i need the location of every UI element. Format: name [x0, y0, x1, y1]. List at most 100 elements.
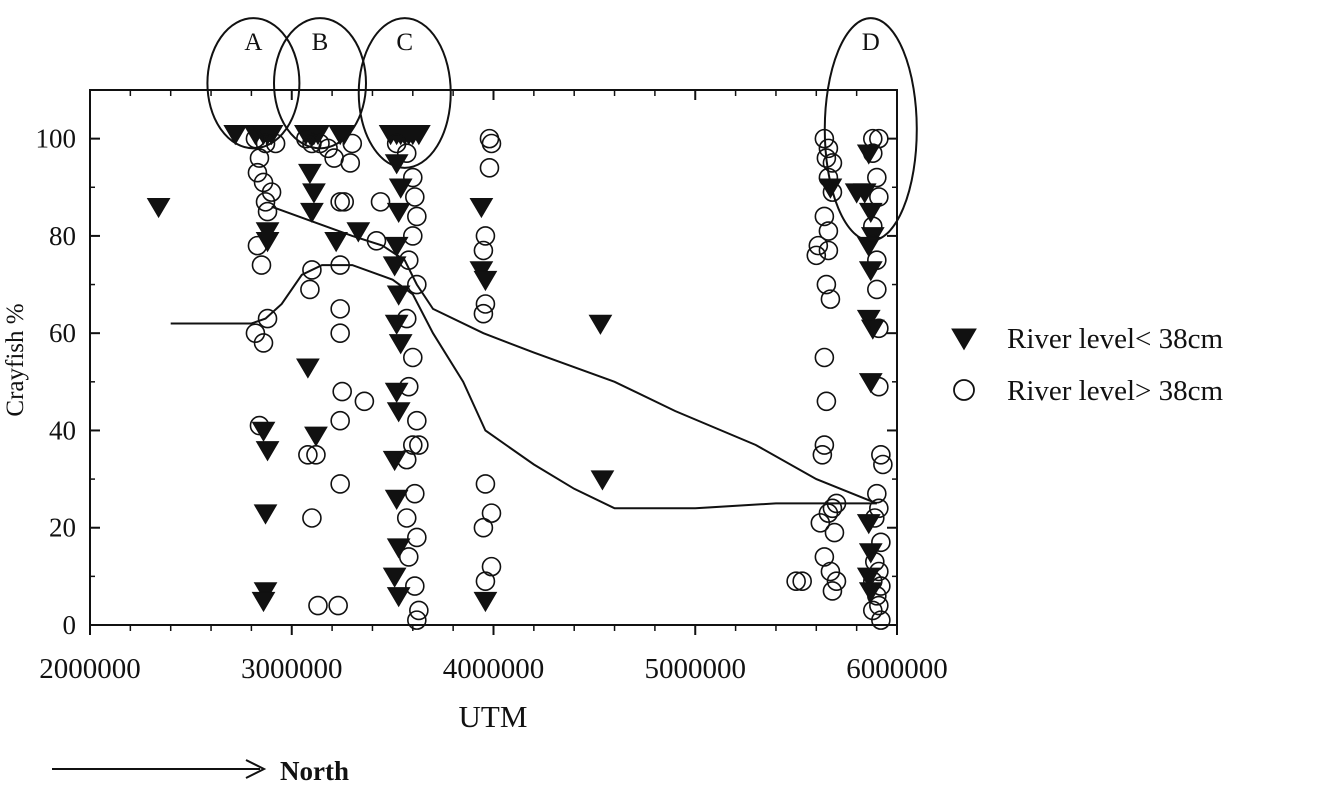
data-point-circle [396, 143, 417, 164]
data-point-triangle [386, 402, 411, 423]
data-point-circle [398, 250, 419, 271]
data-point-circle [475, 474, 496, 494]
data-point-circle [308, 595, 328, 616]
data-point-circle [871, 576, 891, 596]
data-point-circle [330, 192, 350, 212]
data-point-circle [818, 138, 839, 159]
data-point-circle [370, 192, 391, 212]
y-tick-label: 20 [49, 513, 76, 543]
data-point-triangle [346, 222, 371, 243]
data-point-circle [253, 333, 274, 353]
plot-area-border [89, 89, 898, 626]
data-point-triangle [386, 587, 411, 608]
data-point-circle [330, 323, 350, 343]
data-point-triangle [384, 382, 409, 403]
north-direction: North [52, 756, 349, 786]
data-point-circle [405, 576, 425, 596]
data-point-circle [806, 245, 827, 266]
group-ellipse [357, 17, 452, 169]
data-point-circle [402, 347, 423, 368]
data-point-circle [302, 260, 322, 280]
data-point-triangle [473, 591, 498, 613]
data-point-triangle [251, 591, 276, 613]
y-tick-label: 80 [49, 221, 76, 251]
data-point-circle [869, 498, 889, 519]
data-point-circle [249, 148, 270, 168]
data-point-circle [826, 493, 847, 514]
data-point-circle [822, 153, 843, 173]
y-axis-label: Crayfish % [2, 303, 29, 416]
data-point-circle [867, 279, 887, 300]
data-point-circle [407, 206, 427, 227]
data-point-circle [822, 498, 843, 519]
data-point-circle [398, 547, 419, 567]
data-point-circle [865, 508, 885, 528]
y-tick-label: 0 [63, 610, 77, 640]
data-point-triangle [255, 232, 280, 253]
data-point-triangle [386, 285, 411, 306]
data-point-circle [822, 581, 843, 601]
data-point-circle [334, 192, 355, 212]
data-point-triangle [382, 450, 407, 472]
data-point-circle [330, 255, 350, 275]
data-point-triangle [302, 183, 326, 204]
data-point-circle [302, 508, 322, 528]
group-label: C [396, 29, 413, 56]
data-point-circle [398, 376, 419, 397]
series-group [245, 128, 893, 630]
north-label: North [280, 756, 349, 786]
data-point-circle [261, 182, 282, 202]
data-point-circle [816, 391, 837, 412]
data-point-triangle [388, 178, 413, 199]
data-point-circle [328, 595, 348, 616]
data-point-circle [247, 162, 268, 183]
data-point-triangle [384, 314, 409, 335]
data-point-triangle [858, 261, 883, 282]
data-point-triangle [255, 441, 280, 462]
data-point-circle [475, 294, 496, 314]
trend-lines-layer [170, 205, 878, 510]
data-point-circle [826, 571, 847, 592]
data-point-triangle [588, 314, 613, 335]
x-tick-label: 4000000 [443, 653, 545, 685]
data-point-triangle [251, 421, 276, 442]
data-point-circle [402, 226, 423, 246]
data-point-triangle [300, 202, 324, 224]
data-point-circle [816, 274, 837, 295]
group-label: A [244, 29, 262, 56]
data-point-triangle [386, 202, 411, 224]
y-tick-label: 100 [36, 124, 77, 154]
data-point-circle [871, 532, 891, 553]
data-point-circle [366, 230, 387, 251]
data-point-circle [407, 527, 427, 548]
data-point-circle [865, 551, 885, 572]
legend-label: River level> 38cm [1007, 375, 1224, 407]
data-point-circle [407, 274, 427, 295]
data-point-circle [354, 391, 375, 412]
data-point-circle [820, 561, 841, 582]
data-point-triangle [473, 270, 498, 292]
data-point-circle [405, 483, 425, 504]
data-point-circle [475, 571, 496, 592]
data-point-circle [818, 221, 839, 241]
data-point-circle [824, 522, 845, 543]
data-point-circle [257, 308, 278, 329]
data-point-circle [255, 192, 276, 212]
data-point-triangle [253, 504, 278, 525]
data-point-triangle [384, 489, 409, 510]
x-tick-label: 2000000 [39, 653, 141, 685]
x-axis-label: UTM [459, 699, 528, 734]
data-point-triangle [856, 236, 881, 258]
data-point-circle [402, 167, 423, 188]
group-ellipse [206, 17, 301, 150]
data-point-circle [407, 610, 427, 630]
data-point-circle [257, 201, 278, 222]
group-label: B [312, 29, 329, 56]
series-layer [146, 125, 893, 630]
data-point-circle [396, 508, 417, 528]
data-point-circle [342, 133, 363, 154]
data-point-triangle [324, 232, 349, 253]
data-point-triangle [223, 125, 248, 146]
group-ellipse [823, 17, 918, 242]
data-point-circle [405, 187, 425, 207]
